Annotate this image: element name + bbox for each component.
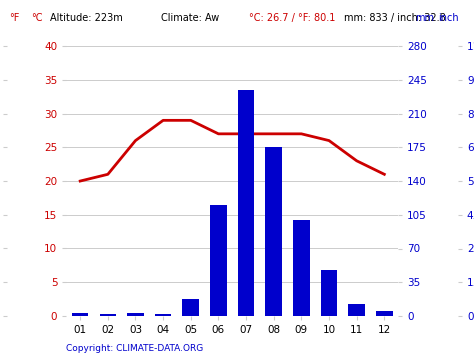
Text: °C: 26.7 / °F: 80.1: °C: 26.7 / °F: 80.1 xyxy=(249,13,335,23)
Text: Altitude: 223m: Altitude: 223m xyxy=(50,13,122,23)
Bar xyxy=(127,313,144,316)
Bar xyxy=(210,205,227,316)
Bar xyxy=(348,304,365,316)
Bar xyxy=(238,89,255,316)
Bar xyxy=(182,299,199,316)
Bar xyxy=(376,311,392,316)
Bar xyxy=(321,270,337,316)
Bar xyxy=(293,220,310,316)
Bar xyxy=(155,314,172,316)
Text: inch: inch xyxy=(438,13,459,23)
Text: Climate: Aw: Climate: Aw xyxy=(161,13,219,23)
Text: mm: mm xyxy=(415,13,434,23)
Bar xyxy=(72,313,89,316)
Bar xyxy=(265,147,282,316)
Text: mm: 833 / inch: 32.8: mm: 833 / inch: 32.8 xyxy=(344,13,446,23)
Text: Copyright: CLIMATE-DATA.ORG: Copyright: CLIMATE-DATA.ORG xyxy=(66,344,204,353)
Text: °C: °C xyxy=(31,13,42,23)
Bar xyxy=(100,314,116,316)
Text: °F: °F xyxy=(9,13,20,23)
